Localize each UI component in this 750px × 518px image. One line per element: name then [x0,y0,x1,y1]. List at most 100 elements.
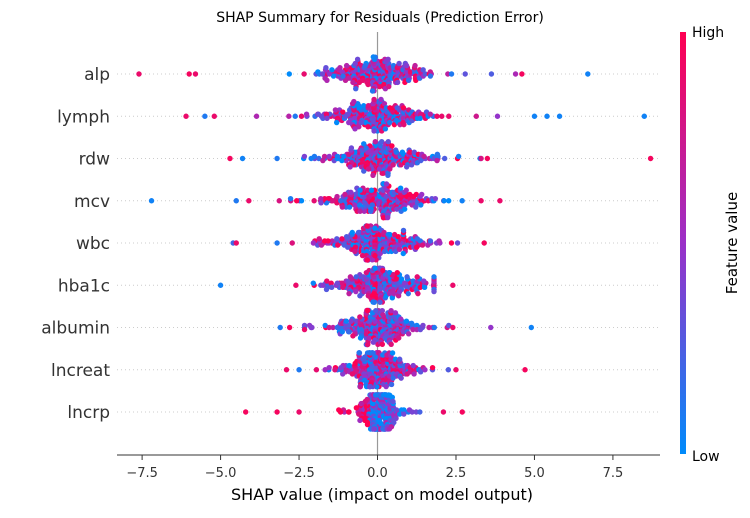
shap-point-lymph [303,111,310,117]
feature-label-lymph: lymph [57,107,110,127]
shap-point-wbc [352,248,358,255]
shap-point-wbc [372,225,378,231]
shap-point-lncreat [397,356,403,362]
feature-label-mcv: mcv [74,192,110,212]
shap-point-lymph [427,111,433,117]
shap-point-mcv [318,195,324,202]
shap-point-lncreat [326,364,332,371]
shap-point-lymph [332,107,339,113]
shap-point-wbc [364,257,371,263]
feature-labels: alp lymph rdw mcv wbc hba1c albumin lncreat lncr… [41,65,110,423]
shap-point-alp [405,77,412,84]
shap-point-lncreat [407,369,413,375]
shap-point-lncreat [338,364,344,371]
shap-point-lncreat [322,367,328,373]
shap-point-alp [385,56,391,62]
shap-point-wbc [400,250,406,257]
shap-point-albumin [426,324,432,331]
shap-point-rdw [403,164,410,170]
shap-point-lncrp [401,411,407,417]
colorbar-low-label: Low [692,449,720,465]
shap-point-wbc [396,246,403,252]
shap-point-albumin [277,324,283,331]
shap-point-lncreat [366,384,373,390]
shap-point-wbc [427,238,434,244]
shap-point-mcv [413,191,419,198]
shap-point-lncreat [417,369,424,375]
shap-point-lymph [531,113,538,119]
shap-point-hba1c [353,288,359,295]
shap-point-albumin [379,308,385,314]
shap-point-albumin [334,324,340,331]
shap-point-rdw [418,157,424,164]
shap-point-hba1c [394,269,400,276]
shap-point-alp [488,71,495,77]
shap-point-wbc [364,223,370,229]
shap-point-rdw [320,157,326,164]
shap-point-alp [422,71,429,77]
shap-point-rdw [484,155,491,162]
feature-label-lncrp: lncrp [67,403,110,423]
shap-point-rdw [227,155,233,162]
shap-point-rdw [408,162,415,168]
shap-point-hba1c [357,293,363,299]
shap-point-alp [448,71,455,77]
shap-point-mcv [293,198,300,204]
shap-point-rdw [421,153,427,160]
shap-point-lymph [202,113,208,119]
shap-point-alp [512,71,519,77]
shap-point-lncreat [332,367,338,373]
shap-point-hba1c [347,274,354,280]
shap-point-lncreat [352,360,358,367]
shap-point-albumin [405,331,412,337]
shap-point-rdw [316,155,322,162]
shap-point-wbc [417,238,423,244]
shap-point-lncrp [353,405,360,411]
row-guides [117,73,660,413]
shap-point-mcv [334,193,340,200]
shap-point-alp [360,77,366,84]
shap-point-hba1c [377,299,383,305]
shap-point-mcv [233,198,239,204]
shap-point-lymph [401,121,407,128]
shap-point-mcv [364,187,371,193]
shap-point-albumin [396,335,402,341]
shap-point-mcv [459,198,465,204]
shap-point-hba1c [372,265,378,271]
shap-point-albumin [392,310,399,316]
x-tick-label: 7.5 [603,466,624,481]
shap-point-albumin [286,324,293,331]
shap-point-hba1c [365,293,371,299]
shap-point-alp [462,71,468,77]
shap-point-hba1c [217,282,224,288]
shap-point-lymph [386,119,393,126]
shap-point-mcv [342,191,348,198]
shap-point-mcv [318,200,324,206]
shap-point-rdw [363,145,369,151]
shap-point-lncreat [356,350,362,356]
shap-point-lncreat [411,371,417,377]
shap-point-lymph [356,105,362,111]
shap-point-hba1c [353,274,359,280]
shap-point-mcv [148,198,155,204]
shap-point-lymph [351,98,357,105]
shap-point-rdw [478,155,484,162]
shap-point-mcv [368,187,375,193]
shap-point-rdw [370,172,376,178]
shap-point-albumin [431,324,438,331]
shap-point-wbc [335,242,341,248]
shap-point-lncrp [358,400,364,407]
shap-point-alp [370,54,377,60]
shap-point-alp [420,67,426,73]
shap-point-lncrp [386,426,393,432]
shap-point-rdw [379,139,385,145]
x-axis-label: SHAP value (impact on model output) [231,485,533,504]
shap-point-alp [342,77,349,84]
shap-point-lncreat [346,362,353,369]
shap-point-alp [412,62,418,69]
shap-point-hba1c [405,290,411,297]
shap-point-alp [519,71,525,77]
shap-point-wbc [400,227,407,234]
shap-point-wbc [321,238,328,244]
